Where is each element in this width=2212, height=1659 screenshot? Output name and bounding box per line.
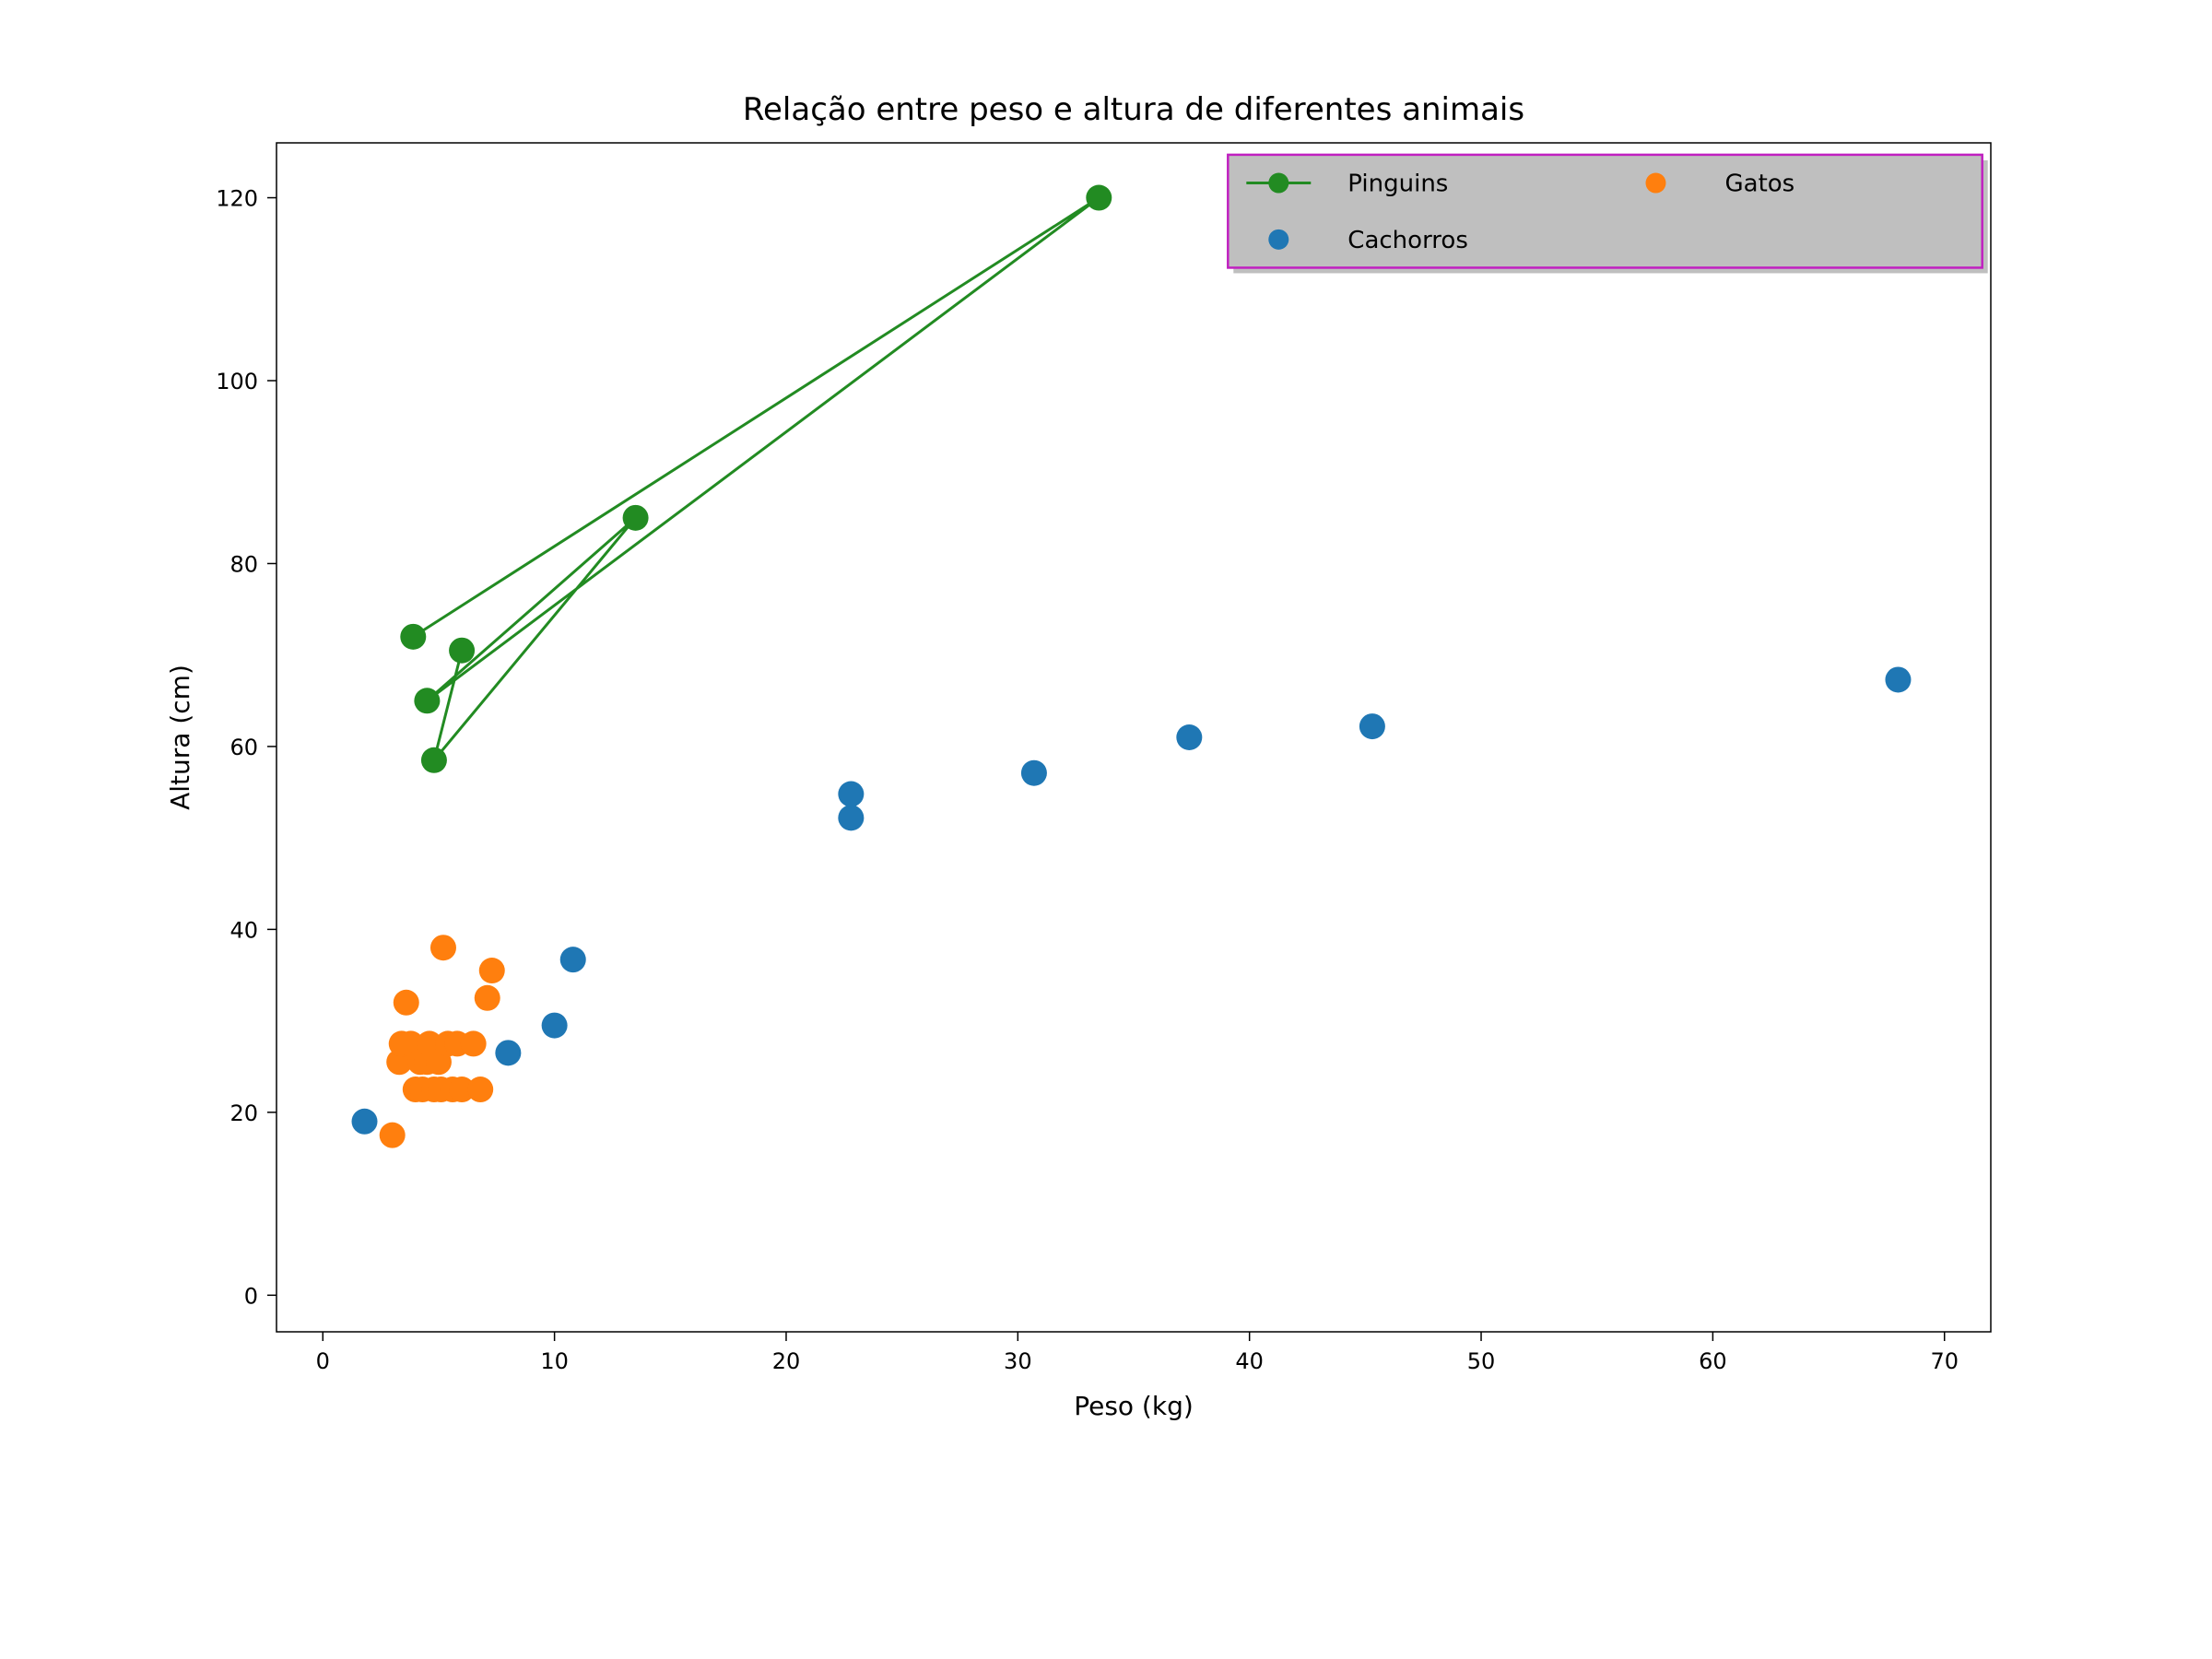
legend-marker-icon — [1268, 173, 1288, 194]
legend-item-label: Pinguins — [1347, 171, 1448, 198]
series-marker-gatos — [475, 985, 500, 1011]
series-marker-cachorros — [838, 782, 864, 807]
series-marker-gatos — [380, 1123, 406, 1148]
y-axis-label: Altura (cm) — [165, 665, 195, 810]
x-tick-label: 60 — [1699, 1348, 1727, 1374]
series-marker-cachorros — [1359, 713, 1385, 739]
y-tick-label: 40 — [229, 917, 258, 943]
chart-container: 0 10 20 30 40 50 60 70 0 20 40 60 80 100 120 Peso (kg) A… — [0, 0, 2212, 1659]
series-marker-pinguins — [1086, 185, 1112, 211]
y-tick-label: 100 — [216, 369, 258, 394]
y-tick-label: 20 — [229, 1100, 258, 1126]
legend-marker-icon — [1646, 173, 1666, 194]
series-marker-gatos — [467, 1077, 493, 1102]
legend-item-label: Cachorros — [1347, 227, 1468, 254]
legend-item-label: Gatos — [1725, 171, 1795, 198]
series-marker-pinguins — [400, 624, 426, 650]
series-marker-gatos — [461, 1030, 487, 1056]
series-marker-cachorros — [1885, 666, 1911, 692]
series-marker-cachorros — [1021, 760, 1047, 786]
x-tick-label: 30 — [1004, 1348, 1032, 1374]
series-marker-cachorros — [838, 805, 864, 830]
x-tick-label: 40 — [1235, 1348, 1264, 1374]
series-marker-gatos — [479, 958, 505, 983]
series-marker-gatos — [430, 935, 456, 960]
scatter-chart: 0 10 20 30 40 50 60 70 0 20 40 60 80 100 120 Peso (kg) A… — [0, 0, 2212, 1659]
x-tick-label: 70 — [1930, 1348, 1959, 1374]
series-marker-cachorros — [495, 1040, 521, 1065]
series-marker-pinguins — [414, 688, 440, 713]
x-tick-label: 20 — [772, 1348, 801, 1374]
y-tick-label: 80 — [229, 551, 258, 577]
series-marker-pinguins — [623, 505, 649, 531]
legend-marker-icon — [1268, 229, 1288, 250]
series-marker-cachorros — [352, 1109, 378, 1135]
x-tick-label: 0 — [316, 1348, 330, 1374]
chart-title: Relação entre peso e altura de diferente… — [743, 91, 1524, 128]
series-marker-pinguins — [421, 747, 447, 773]
x-axis-label: Peso (kg) — [1074, 1391, 1194, 1421]
x-tick-label: 50 — [1467, 1348, 1496, 1374]
y-tick-label: 60 — [229, 735, 258, 760]
x-tick-label: 10 — [540, 1348, 569, 1374]
series-marker-cachorros — [542, 1013, 568, 1039]
series-marker-cachorros — [560, 947, 586, 972]
series-marker-cachorros — [1176, 724, 1202, 750]
plot-area — [276, 143, 1991, 1332]
legend-box — [1228, 155, 1982, 268]
series-marker-pinguins — [449, 638, 475, 664]
series-marker-gatos — [394, 990, 419, 1016]
y-tick-label: 0 — [244, 1283, 258, 1309]
y-tick-label: 120 — [216, 186, 258, 212]
